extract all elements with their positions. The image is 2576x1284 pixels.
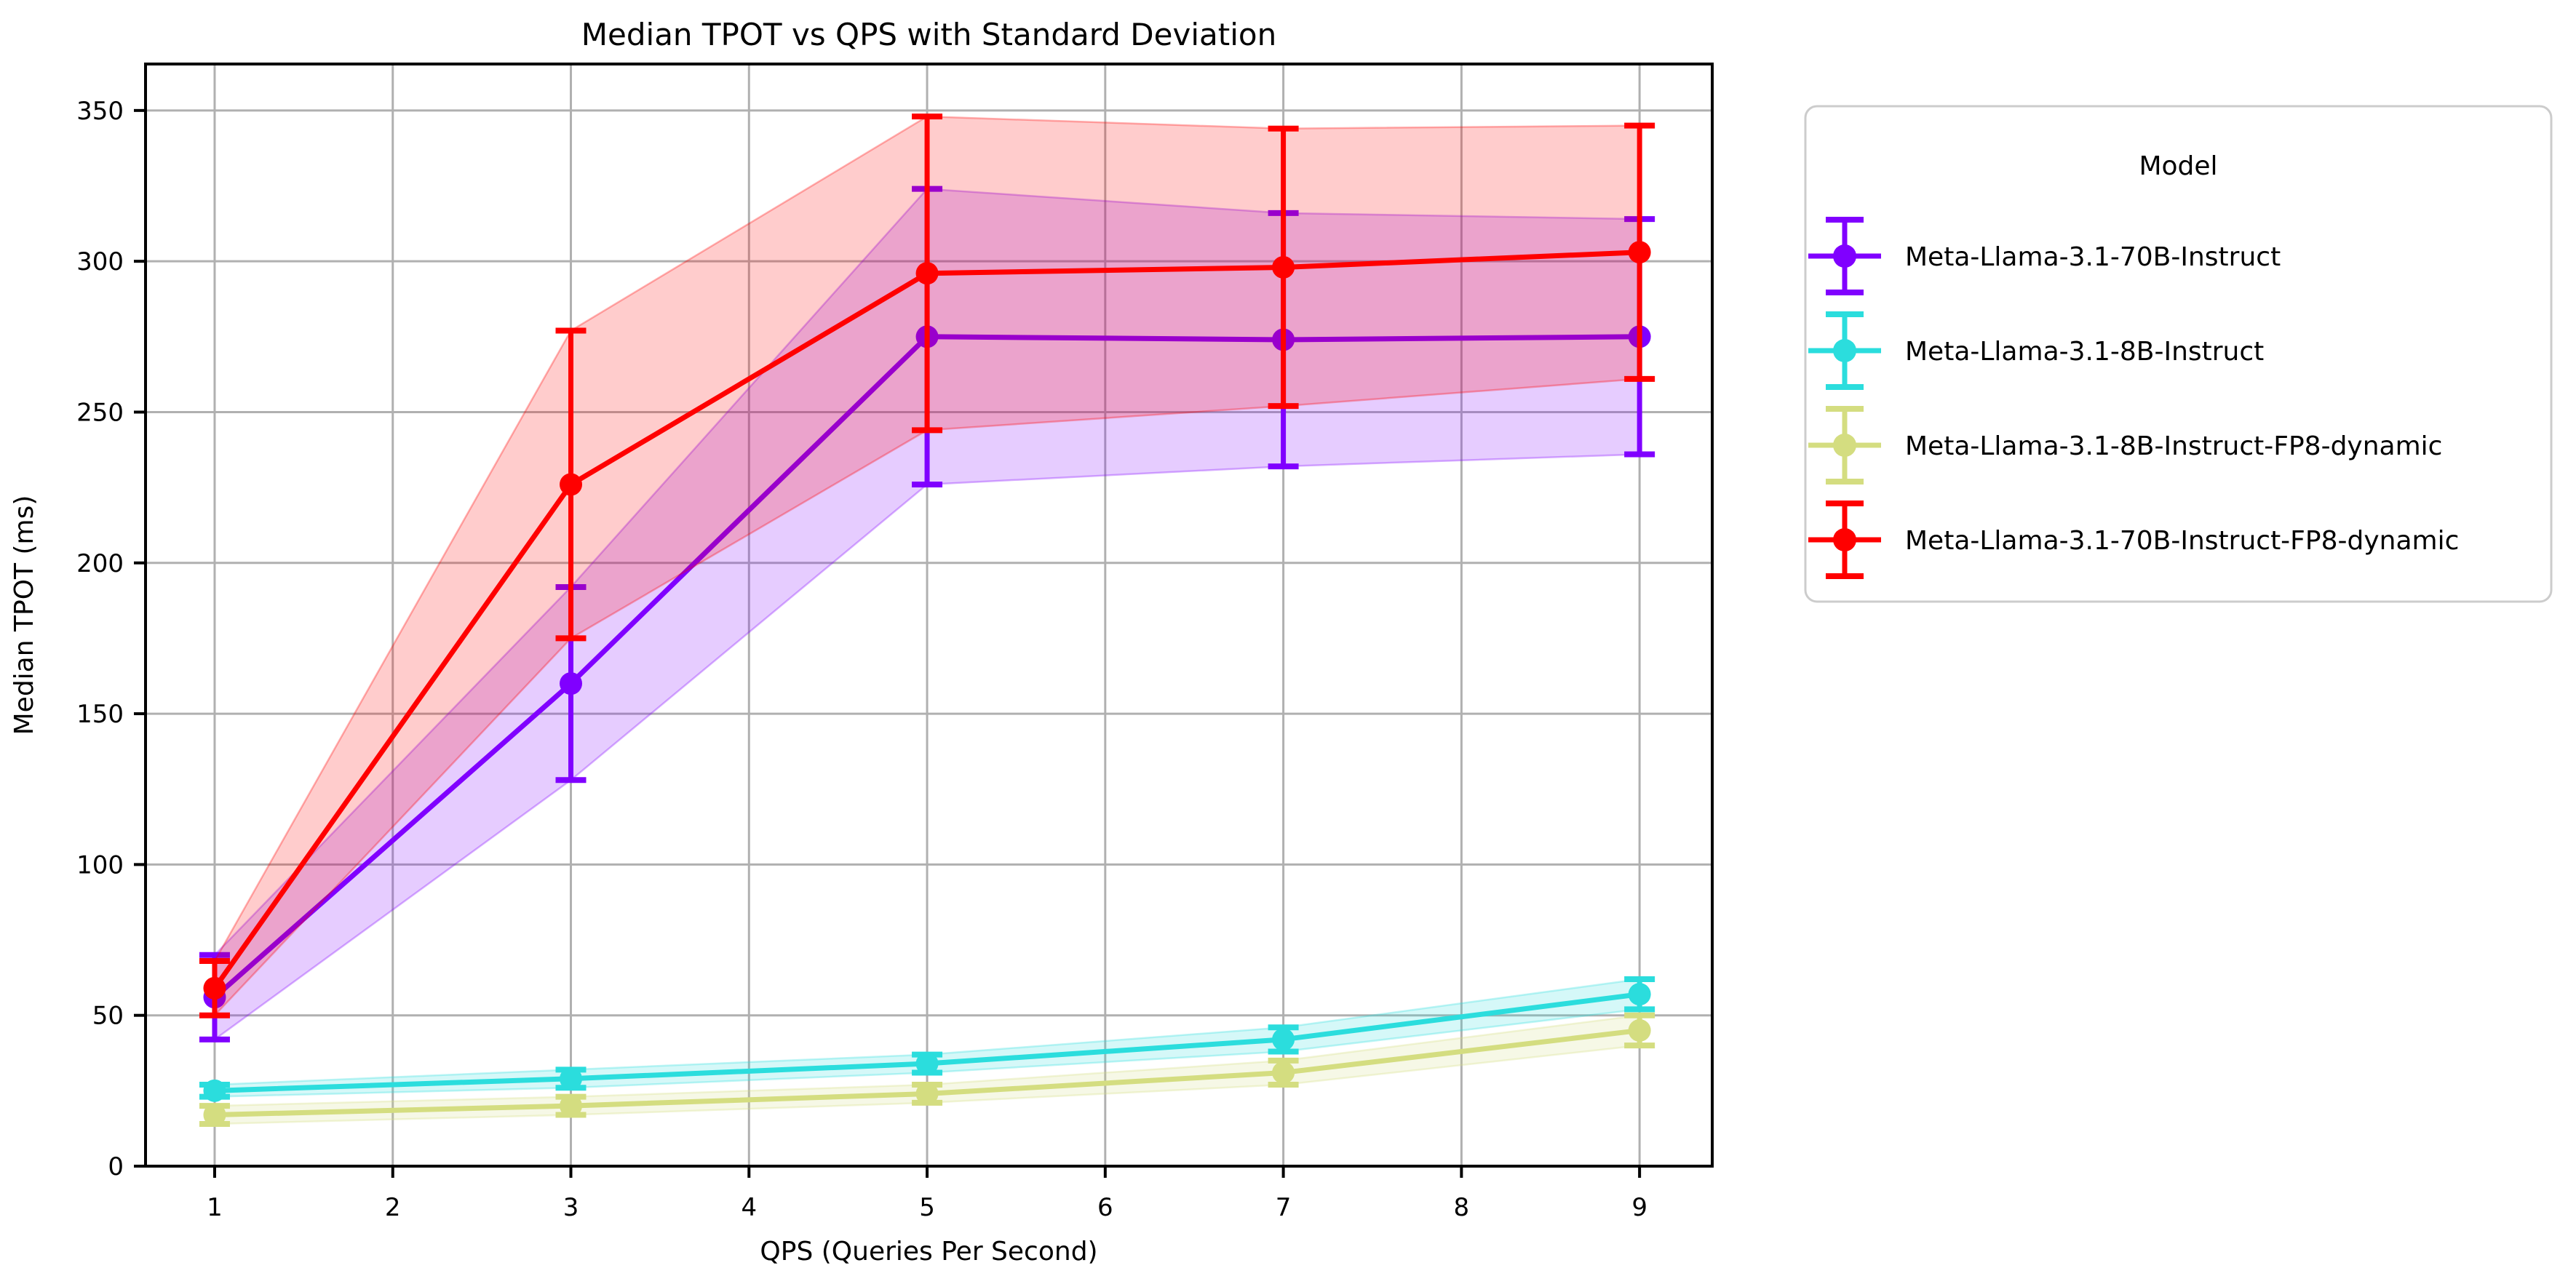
data-point-marker — [560, 473, 583, 496]
data-point-marker — [203, 976, 226, 1000]
chart-title: Median TPOT vs QPS with Standard Deviati… — [581, 17, 1276, 52]
y-tick-label: 50 — [92, 1002, 124, 1031]
errorbar-swatch-icon — [1808, 217, 1881, 295]
errorbar-swatch-icon — [1808, 501, 1881, 579]
y-tick-label: 350 — [76, 97, 124, 126]
x-axis-label: QPS (Queries Per Second) — [760, 1237, 1097, 1267]
data-point-marker — [1272, 255, 1295, 279]
data-point-marker — [560, 1067, 583, 1090]
x-tick-label: 4 — [741, 1193, 757, 1222]
y-tick-label: 250 — [76, 398, 124, 427]
data-point-marker — [1628, 983, 1651, 1006]
data-point-marker — [203, 1104, 226, 1127]
data-point-marker — [203, 1079, 226, 1102]
legend-title: Model — [2139, 151, 2217, 181]
plot-border — [144, 63, 1714, 1168]
x-tick-label: 6 — [1097, 1193, 1113, 1222]
x-tick-label: 3 — [563, 1193, 579, 1222]
x-tick-label: 9 — [1631, 1193, 1647, 1222]
y-axis-label: Median TPOT (ms) — [9, 495, 39, 735]
legend-entry: Meta-Llama-3.1-70B-Instruct-FP8-dynamic — [1808, 501, 2459, 579]
axes-ticks: 1 2 3 4 5 6 7 8 9 0 50 100 150 200 250 300 350 — [76, 97, 1647, 1222]
data-point-marker — [915, 262, 939, 285]
data-point-marker — [1628, 1018, 1651, 1042]
errorbar-swatch-icon — [1808, 406, 1881, 485]
data-point-marker — [1272, 1061, 1295, 1084]
x-tick-label: 5 — [919, 1193, 935, 1222]
legend-entry-label: Meta-Llama-3.1-70B-Instruct-FP8-dynamic — [1905, 526, 2459, 556]
series-Meta-Llama-3.1-8B-Instruct — [199, 976, 1655, 1102]
legend-entry-label: Meta-Llama-3.1-70B-Instruct — [1905, 242, 2281, 272]
y-tick-label: 100 — [76, 850, 124, 880]
legend-entry-label: Meta-Llama-3.1-8B-Instruct-FP8-dynamic — [1905, 431, 2442, 461]
y-tick-label: 0 — [108, 1152, 124, 1181]
x-tick-label: 8 — [1454, 1193, 1470, 1222]
data-point-marker — [1272, 1028, 1295, 1051]
data-point-marker — [915, 1052, 939, 1075]
legend-entry-label: Meta-Llama-3.1-8B-Instruct — [1905, 337, 2264, 367]
x-tick-label: 2 — [385, 1193, 401, 1222]
data-point-marker — [560, 672, 583, 695]
y-tick-label: 150 — [76, 700, 124, 729]
x-tick-label: 7 — [1276, 1193, 1292, 1222]
series-Meta-Llama-3.1-8B-Instruct-FP8-dynamic — [199, 1012, 1655, 1127]
legend-entry: Meta-Llama-3.1-8B-Instruct — [1808, 311, 2264, 390]
data-point-marker — [915, 1082, 939, 1105]
errorbar-swatch-icon — [1808, 311, 1881, 390]
series-Meta-Llama-3.1-70B-Instruct-FP8-dynamic — [199, 113, 1655, 1018]
data-point-marker — [560, 1094, 583, 1117]
y-tick-label: 200 — [76, 549, 124, 578]
data-point-marker — [1628, 241, 1651, 264]
legend: Model Meta-Llama-3.1-70B-Instruct Meta-Lla… — [1804, 105, 2553, 603]
legend-entry: Meta-Llama-3.1-8B-Instruct-FP8-dynamic — [1808, 406, 2442, 485]
legend-entry: Meta-Llama-3.1-70B-Instruct — [1808, 217, 2281, 295]
x-tick-label: 1 — [207, 1193, 223, 1222]
y-tick-label: 300 — [76, 247, 124, 276]
legend-box — [1804, 105, 2553, 603]
